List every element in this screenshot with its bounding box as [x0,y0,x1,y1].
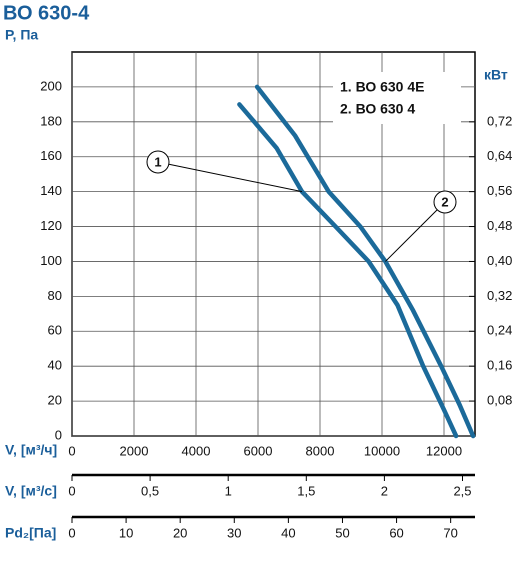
y-axis-label: P, Па [5,27,38,43]
callout-line [157,161,303,193]
x-tick-label: 30 [227,525,241,540]
x-tick-label: 50 [335,525,349,540]
x-tick-label: 20 [173,525,187,540]
x-tick-label: 60 [389,525,403,540]
x-tick-label: 10 [119,525,133,540]
x-tick-label: 0,5 [141,483,159,498]
x-tick-label: 10000 [364,443,400,458]
y2-tick-label: 0,64 [487,148,512,163]
callout-line [385,201,446,262]
legend-box [333,72,461,124]
x-tick-label: 1,5 [297,483,315,498]
x-tick-label: 6000 [244,443,273,458]
callout-circle [146,150,170,174]
x-tick-label: 8000 [306,443,335,458]
x-tick-label: 0 [68,483,75,498]
y-tick-label: 60 [48,323,62,338]
x-tick-label: 0 [68,525,75,540]
y-tick-label: 80 [48,288,62,303]
y2-tick-label: 0,48 [487,218,512,233]
y-tick-label: 40 [48,358,62,373]
y-tick-label: 100 [40,253,62,268]
x-tick-label: 70 [443,525,457,540]
y-tick-label: 180 [40,113,62,128]
y-tick-label: 160 [40,148,62,163]
y2-tick-label: 0,08 [487,393,512,408]
x-tick-label: 1 [225,483,232,498]
curve [237,102,459,439]
x-tick-label: 12000 [426,443,462,458]
y2-tick-label: 0,56 [487,183,512,198]
x-tick-label: 40 [281,525,295,540]
y2-tick-label: 0,16 [487,358,512,373]
x-tick-label: 2 [381,483,388,498]
legend-label: 1. ВО 630 4Е [340,79,424,95]
chart-title: ВО 630-4 [3,2,90,24]
x-tick-label: 4000 [182,443,211,458]
y-tick-label: 120 [40,218,62,233]
y2-tick-label: 0,72 [487,113,512,128]
y-tick-label: 140 [40,183,62,198]
y2-tick-label: 0,40 [487,253,512,268]
y2-axis-label: кВт [484,67,508,83]
callout-circle [433,190,457,214]
x-tick-label: 0 [68,443,75,458]
legend-label: 2. ВО 630 4 [340,101,415,117]
y2-tick-label: 0,32 [487,288,512,303]
axis-label: Pd₂[Па] [5,525,56,541]
axis-label: V, [м³/с] [5,483,57,499]
y-tick-label: 20 [48,393,62,408]
y2-tick-label: 0,24 [487,323,512,338]
y-tick-label: 0 [55,427,62,442]
x-tick-label: 2000 [120,443,149,458]
callout-label: 2 [441,194,448,209]
curve [254,84,476,439]
y-tick-label: 200 [40,78,62,93]
x-tick-label: 2,5 [453,483,471,498]
callout-label: 1 [154,154,161,169]
x-axis-label: V, [м³/ч] [5,442,57,458]
